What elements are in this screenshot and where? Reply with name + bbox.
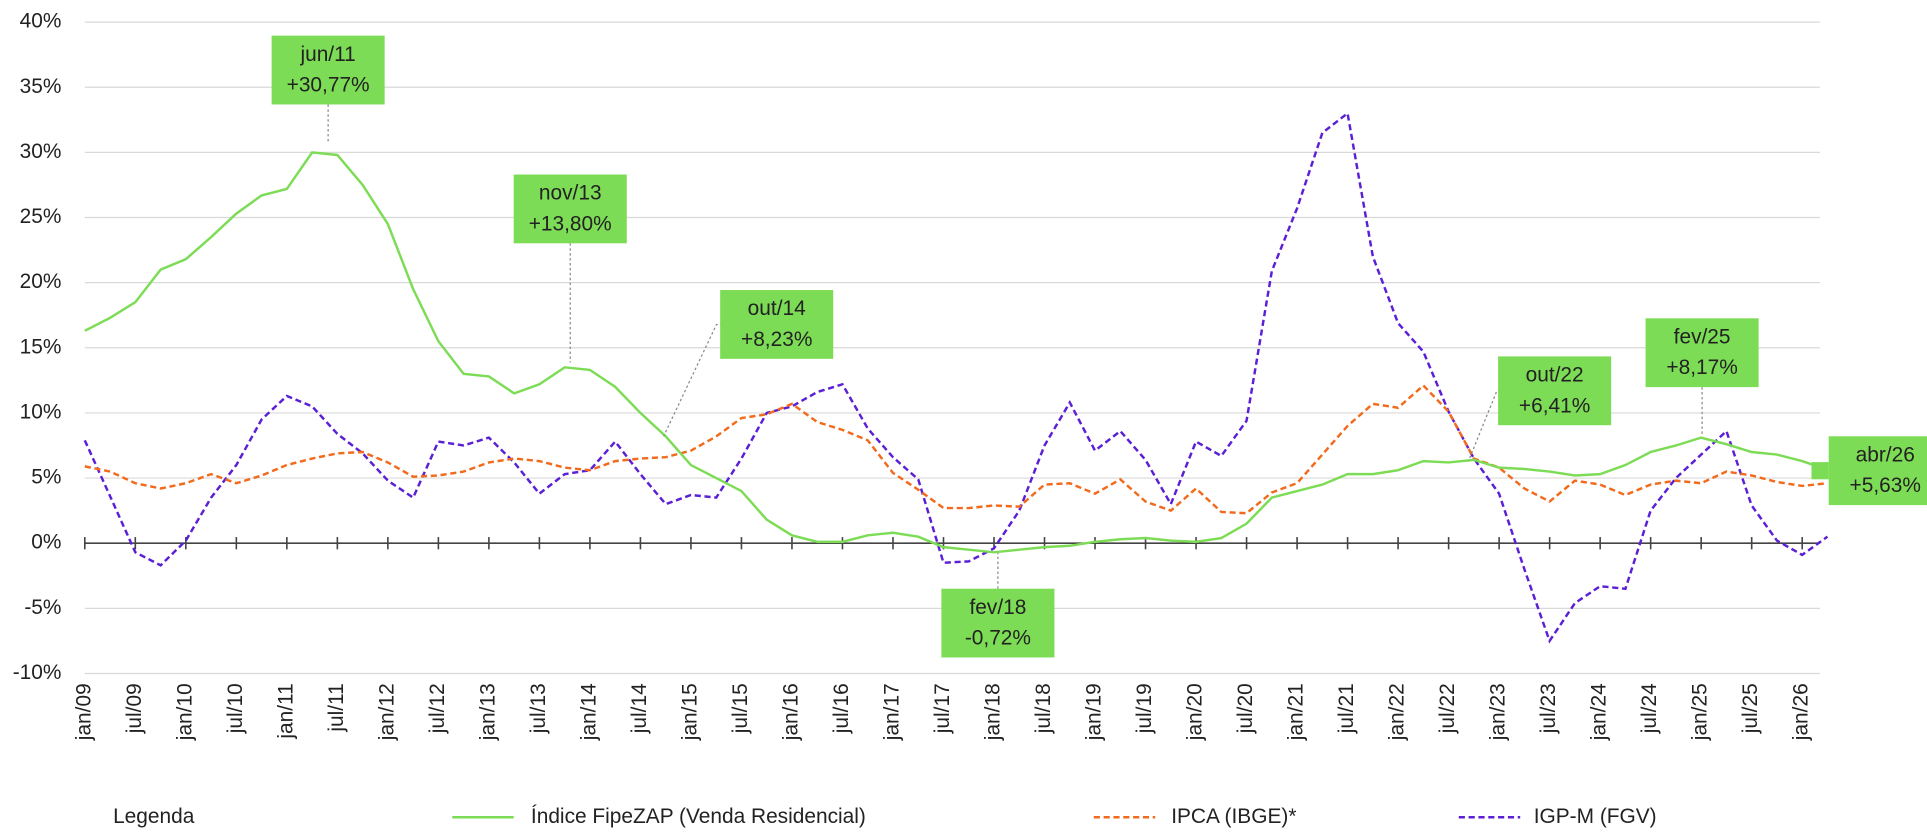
x-tick-label: jan/21 [1285, 683, 1308, 741]
callout-date: out/14 [748, 297, 806, 320]
x-tick-label: jan/13 [476, 683, 499, 741]
callout-box [1645, 318, 1759, 388]
y-tick-label: 15% [20, 335, 62, 358]
x-tick-label: jul/19 [1133, 683, 1156, 734]
series-line [83, 111, 1829, 644]
x-tick-label: jul/10 [224, 683, 247, 734]
x-tick-label: jan/20 [1184, 683, 1207, 741]
x-tick-label: jan/09 [72, 683, 95, 741]
x-tick-label: jul/24 [1638, 683, 1661, 734]
x-tick-label: jul/22 [1436, 683, 1459, 734]
x-tick-label: jul/16 [830, 683, 853, 734]
y-tick-label: 20% [20, 270, 62, 293]
x-tick-label: jul/14 [628, 683, 651, 734]
x-tick-label: jan/25 [1689, 683, 1712, 741]
x-tick-label: jul/11 [325, 683, 348, 732]
x-tick-label: jan/17 [881, 683, 904, 741]
legend-label: IPCA (IBGE)* [1171, 805, 1296, 828]
x-tick-label: jan/14 [577, 683, 600, 741]
callout-value: +6,41% [1519, 394, 1590, 417]
x-tick-label: jul/15 [729, 683, 752, 734]
callout-box [720, 290, 834, 359]
callout-value: +30,77% [287, 74, 370, 97]
series-line [84, 151, 1828, 554]
y-tick-label: 35% [20, 75, 62, 98]
callout-marker [1811, 462, 1829, 480]
y-tick-label: 25% [20, 205, 62, 228]
callout-date: abr/26 [1856, 443, 1915, 466]
x-tick-label: jul/09 [123, 683, 146, 734]
x-tick-label: jul/21 [1335, 683, 1358, 734]
callout-date: fev/18 [969, 596, 1026, 619]
x-tick-label: jan/12 [375, 683, 398, 741]
x-tick-label: jan/10 [173, 683, 196, 741]
x-tick-label: jan/22 [1386, 683, 1409, 741]
callout-value: -0,72% [965, 627, 1031, 650]
x-tick-label: jul/17 [931, 683, 954, 734]
x-tick-label: jul/18 [1032, 683, 1055, 734]
callout-date: nov/13 [539, 182, 602, 205]
x-tick-label: jul/13 [527, 683, 550, 734]
callout-box [1828, 436, 1927, 506]
y-tick-label: 5% [31, 466, 61, 489]
callout-box [271, 35, 385, 105]
x-tick-label: jul/20 [1234, 683, 1257, 734]
callout-date: fev/25 [1674, 325, 1731, 348]
legend-title: Legenda [113, 805, 195, 828]
series-line [84, 383, 1828, 515]
legend-label: IGP-M (FGV) [1534, 805, 1657, 828]
y-tick-label: -5% [24, 596, 61, 619]
x-tick-label: jan/11 [274, 683, 297, 739]
x-tick-label: jan/23 [1487, 683, 1510, 741]
x-tick-label: jan/24 [1588, 683, 1611, 741]
callout-value: +8,17% [1666, 356, 1737, 379]
x-tick-label: jan/26 [1790, 683, 1813, 741]
callout-leader [663, 323, 728, 437]
x-tick-label: jan/15 [678, 683, 701, 741]
callout-value: +13,80% [529, 212, 612, 235]
y-tick-label: 0% [31, 531, 61, 554]
y-tick-label: -10% [13, 661, 62, 684]
y-tick-label: 40% [20, 10, 62, 33]
callout-box [513, 174, 627, 244]
callout-box [941, 588, 1055, 658]
callout-date: jun/11 [299, 43, 355, 66]
callout-date: out/22 [1526, 364, 1584, 387]
y-tick-label: 30% [20, 140, 62, 163]
x-tick-label: jul/25 [1739, 683, 1762, 734]
callout-value: +8,23% [741, 328, 812, 351]
x-tick-label: jul/23 [1537, 683, 1560, 734]
y-tick-label: 10% [20, 400, 62, 423]
x-tick-label: jan/18 [982, 683, 1005, 741]
legend-label: Índice FipeZAP (Venda Residencial) [531, 805, 866, 828]
callout-box [1498, 356, 1612, 426]
x-tick-label: jan/19 [1083, 683, 1106, 741]
x-tick-label: jul/12 [426, 683, 449, 734]
x-tick-label: jan/16 [779, 683, 802, 741]
callout-value: +5,63% [1850, 474, 1921, 497]
